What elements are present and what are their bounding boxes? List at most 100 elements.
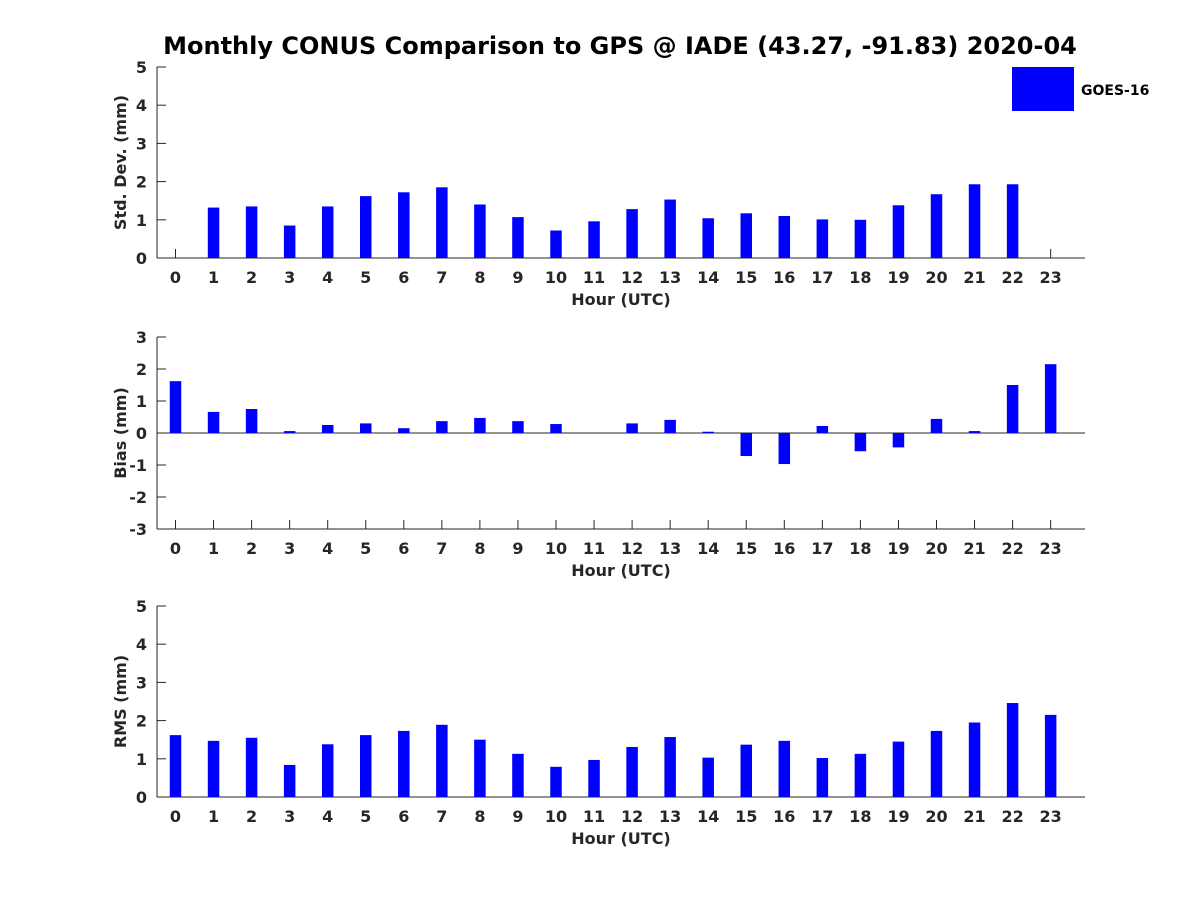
bar <box>930 194 943 258</box>
bar <box>778 740 791 797</box>
x-tick-label: 21 <box>963 807 985 826</box>
x-tick-label: 13 <box>659 268 681 287</box>
x-tick-label: 2 <box>246 539 257 558</box>
x-tick-label: 7 <box>436 268 447 287</box>
x-tick-label: 15 <box>735 268 757 287</box>
y-tick-label: 1 <box>136 211 147 230</box>
x-tick-label: 7 <box>436 539 447 558</box>
bar <box>1006 703 1019 797</box>
bar <box>626 209 638 258</box>
x-tick-label: 17 <box>811 539 833 558</box>
x-tick-label: 9 <box>512 807 523 826</box>
x-tick-label: 18 <box>849 268 871 287</box>
bar <box>702 431 714 433</box>
bar <box>398 192 410 258</box>
x-tick-label: 18 <box>849 539 871 558</box>
bar <box>360 423 372 433</box>
x-tick-label: 19 <box>887 268 909 287</box>
x-tick-label: 13 <box>659 539 681 558</box>
x-tick-label: 8 <box>474 268 485 287</box>
legend-label: GOES-16 <box>1081 83 1149 99</box>
bar <box>550 766 562 797</box>
bar <box>169 735 182 797</box>
x-tick-label: 11 <box>583 268 605 287</box>
bar <box>588 221 600 258</box>
x-tick-label: 15 <box>735 539 757 558</box>
y-tick-label: 2 <box>136 360 147 379</box>
bar <box>360 196 372 258</box>
y-tick-label: 4 <box>136 96 147 115</box>
x-tick-label: 19 <box>887 807 909 826</box>
y-tick-label: 2 <box>136 712 147 731</box>
x-tick-label: 20 <box>925 268 947 287</box>
bar <box>892 741 905 797</box>
y-axis-label: RMS (mm) <box>111 655 130 748</box>
bar <box>816 758 829 797</box>
bar <box>664 199 676 258</box>
x-tick-label: 6 <box>398 807 409 826</box>
x-tick-label: 17 <box>811 268 833 287</box>
y-tick-label: 5 <box>136 58 147 77</box>
bar <box>854 753 867 797</box>
bar <box>1006 385 1019 433</box>
x-tick-label: 5 <box>360 539 371 558</box>
bar <box>474 417 486 433</box>
bar <box>321 206 334 258</box>
y-tick-label: 3 <box>136 328 147 347</box>
x-tick-label: 23 <box>1040 268 1062 287</box>
bar <box>664 419 676 433</box>
y-tick-label: -1 <box>129 456 147 475</box>
x-tick-label: 16 <box>773 807 795 826</box>
x-tick-label: 5 <box>360 807 371 826</box>
bar <box>550 424 562 433</box>
bar <box>512 421 524 433</box>
bar <box>245 409 258 433</box>
bar <box>778 215 791 258</box>
bar <box>854 433 867 452</box>
y-tick-label: 0 <box>136 249 147 268</box>
bar <box>169 381 182 433</box>
bar <box>1044 364 1057 433</box>
x-tick-label: 20 <box>925 807 947 826</box>
bar <box>283 225 296 258</box>
x-tick-label: 9 <box>512 268 523 287</box>
y-axis-label: Bias (mm) <box>111 387 130 479</box>
x-tick-label: 16 <box>773 268 795 287</box>
bar <box>398 730 410 797</box>
x-tick-label: 0 <box>170 539 181 558</box>
x-tick-label: 4 <box>322 807 333 826</box>
bar <box>474 204 486 258</box>
bar <box>854 219 867 258</box>
bar <box>702 218 714 258</box>
x-axis-label: Hour (UTC) <box>571 561 671 580</box>
y-tick-label: 0 <box>136 788 147 807</box>
x-tick-label: 12 <box>621 539 643 558</box>
x-tick-label: 21 <box>963 268 985 287</box>
x-tick-label: 4 <box>322 268 333 287</box>
chart-title: Monthly CONUS Comparison to GPS @ IADE (… <box>163 32 1077 60</box>
x-tick-label: 23 <box>1040 807 1062 826</box>
bar <box>474 739 486 797</box>
x-tick-label: 17 <box>811 807 833 826</box>
x-tick-label: 10 <box>545 539 567 558</box>
bar <box>626 423 638 433</box>
x-axis-label: Hour (UTC) <box>571 290 671 309</box>
x-tick-label: 22 <box>1001 268 1023 287</box>
bar <box>207 411 220 433</box>
bar <box>398 428 410 433</box>
x-tick-label: 20 <box>925 539 947 558</box>
y-tick-label: 1 <box>136 750 147 769</box>
x-tick-label: 4 <box>322 539 333 558</box>
y-tick-label: 4 <box>136 635 147 654</box>
x-tick-label: 19 <box>887 539 909 558</box>
x-tick-label: 3 <box>284 807 295 826</box>
bar <box>892 205 905 258</box>
bar <box>968 431 981 433</box>
x-tick-label: 3 <box>284 539 295 558</box>
bar <box>1044 714 1057 797</box>
